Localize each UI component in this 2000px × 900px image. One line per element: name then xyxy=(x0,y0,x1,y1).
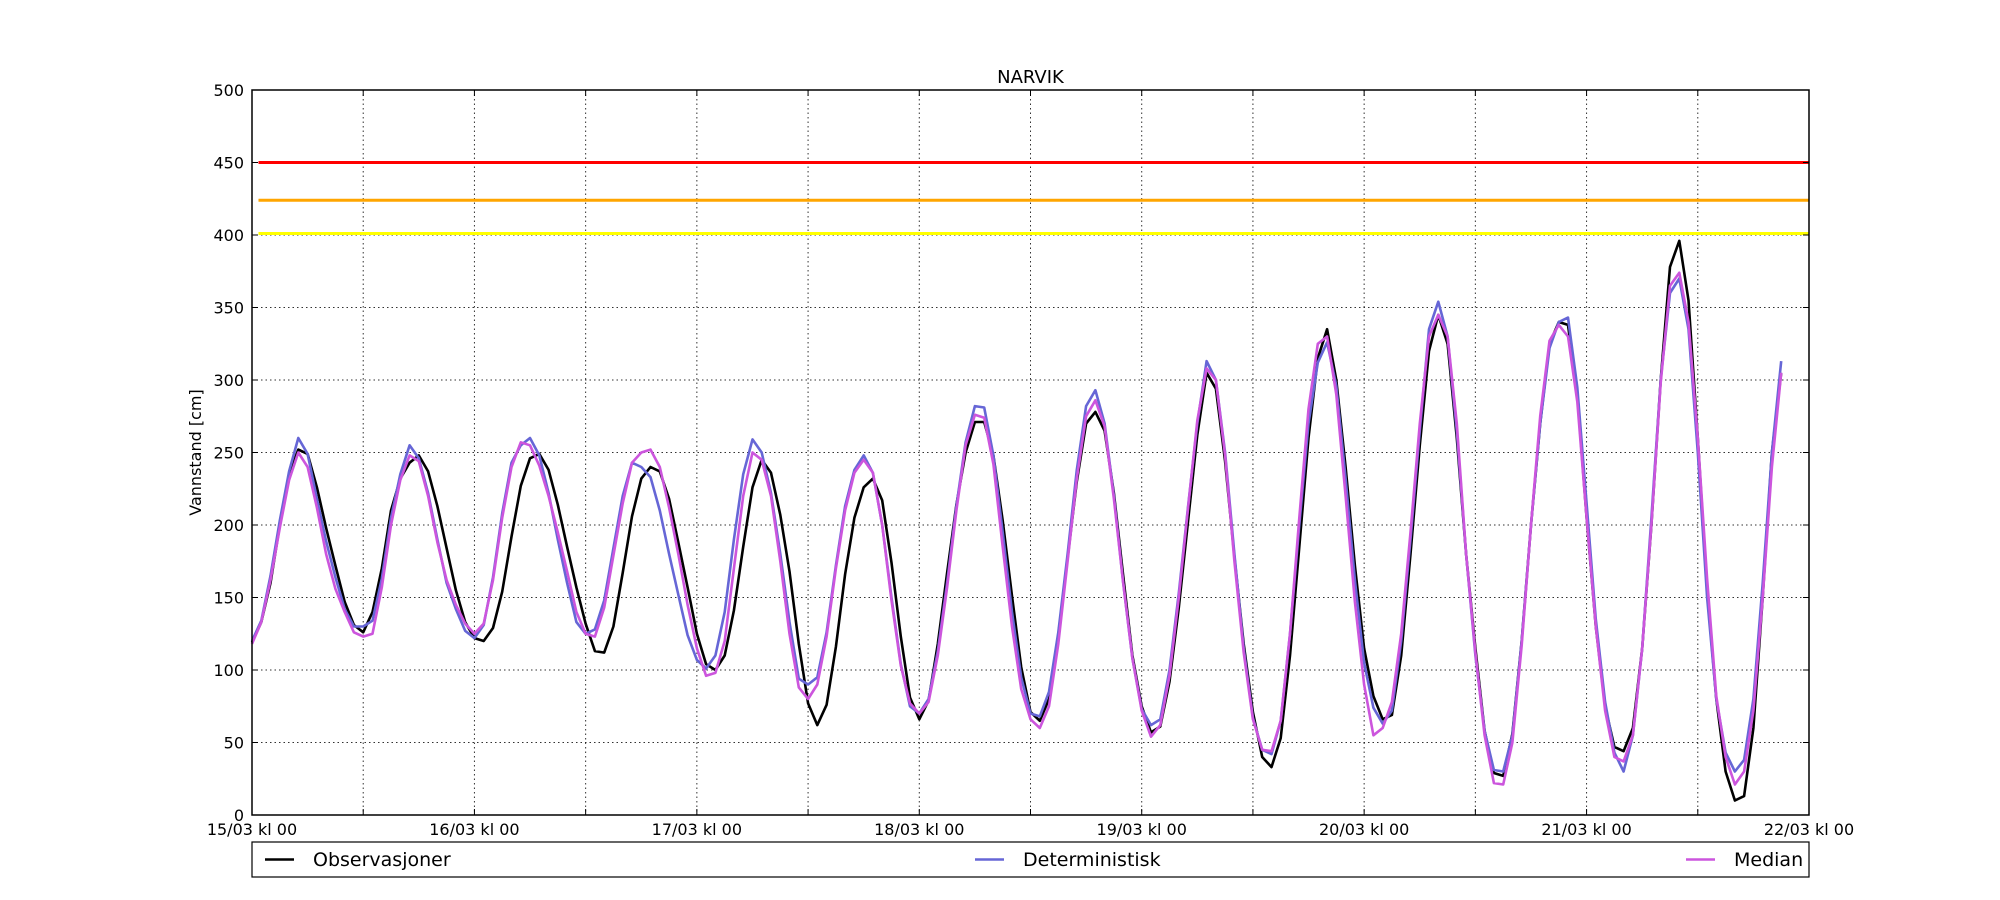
x-tick-label: 17/03 kl 00 xyxy=(652,820,742,839)
x-axis-ticks: 15/03 kl 00 16/03 kl 00 17/03 kl 00 18/03 k… xyxy=(207,90,1854,839)
x-tick-label: 18/03 kl 00 xyxy=(874,820,964,839)
y-tick-label: 400 xyxy=(213,226,244,245)
y-tick-label: 450 xyxy=(213,154,244,173)
legend-label: Median xyxy=(1734,849,1803,871)
threshold-lines xyxy=(258,161,1809,236)
x-tick-label: 22/03 kl 00 xyxy=(1764,820,1854,839)
y-axis-label: Vannstand [cm] xyxy=(186,389,205,515)
y-tick-label: 350 xyxy=(213,299,244,318)
x-tick-label: 21/03 kl 00 xyxy=(1541,820,1631,839)
x-tick-label: 15/03 kl 00 xyxy=(207,820,297,839)
legend-entry-deterministisk: Deterministisk xyxy=(975,849,1161,871)
x-tick-label: 20/03 kl 00 xyxy=(1319,820,1409,839)
legend: Observasjoner Deterministisk Median xyxy=(251,841,1810,878)
chart-title: NARVIK xyxy=(997,67,1065,88)
y-tick-label: 250 xyxy=(213,444,244,463)
y-tick-label: 300 xyxy=(213,371,244,390)
legend-frame xyxy=(251,841,1810,878)
series-line xyxy=(250,271,1783,786)
legend-label: Deterministisk xyxy=(1023,849,1161,871)
y-tick-label: 200 xyxy=(213,516,244,535)
x-tick-label: 16/03 kl 00 xyxy=(429,820,519,839)
y-tick-label: 50 xyxy=(224,734,244,753)
legend-entry-median: Median xyxy=(1686,849,1803,871)
y-axis-ticks: 0 50 100 150 200 250 300 350 400 450 500 xyxy=(213,81,1809,825)
series-median xyxy=(250,271,1783,786)
y-tick-label: 150 xyxy=(213,589,244,608)
y-tick-label: 500 xyxy=(213,81,244,100)
legend-label: Observasjoner xyxy=(313,849,451,871)
series-lines xyxy=(250,239,1783,802)
y-tick-label: 0 xyxy=(234,806,244,825)
y-tick-label: 100 xyxy=(213,661,244,680)
x-tick-label: 19/03 kl 00 xyxy=(1097,820,1187,839)
legend-entry-observasjoner: Observasjoner xyxy=(265,849,451,871)
